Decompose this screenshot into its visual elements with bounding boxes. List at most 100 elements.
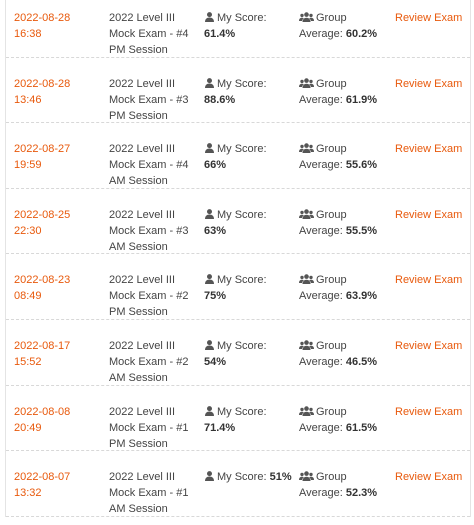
review-exam-link[interactable]: Review Exam xyxy=(395,339,463,352)
score-value-wrap: 51% xyxy=(270,471,292,483)
exam-name: 2022 Level III Mock Exam - #2 AM Session xyxy=(109,339,189,384)
exam-date: 2022-08-07 13:32 xyxy=(14,471,71,500)
average-label: Average: xyxy=(299,487,343,500)
average-value: 63.9% xyxy=(345,290,378,303)
average-value: 61.9% xyxy=(345,93,378,106)
exam-date: 2022-08-23 08:49 xyxy=(14,274,71,303)
exam-name: 2022 Level III Mock Exam - #2 PM Session xyxy=(109,274,189,319)
review-exam-link[interactable]: Review Exam xyxy=(395,274,463,287)
score-value: 66% xyxy=(204,159,227,172)
my-score: My Score: 54% xyxy=(204,338,296,370)
group-average: Group Average: 61.9% xyxy=(299,76,391,108)
average-line: Average: 55.6% xyxy=(299,157,391,173)
average-value: 55.5% xyxy=(345,224,378,237)
score-value-wrap: 71.4% xyxy=(204,420,296,436)
score-value-wrap: 61.4% xyxy=(204,26,296,42)
score-value: 63% xyxy=(204,224,227,237)
average-line: Average: 61.5% xyxy=(299,420,391,436)
exam-name: 2022 Level III Mock Exam - #1 PM Session xyxy=(109,405,189,450)
review-exam-link[interactable]: Review Exam xyxy=(395,208,463,221)
group-icon xyxy=(299,274,314,285)
review-exam-link[interactable]: Review Exam xyxy=(395,77,463,90)
exam-date: 2022-08-25 22:30 xyxy=(14,208,71,237)
user-icon xyxy=(205,77,214,88)
score-label: My Score: xyxy=(217,471,267,484)
group-label: Group xyxy=(316,471,347,484)
score-value-wrap: 63% xyxy=(204,223,296,239)
score-value-wrap: 88.6% xyxy=(204,92,296,108)
user-icon xyxy=(205,405,214,416)
group-average: Group Average: 46.5% xyxy=(299,338,391,370)
review-exam-link[interactable]: Review Exam xyxy=(395,405,463,418)
review-exam-link[interactable]: Review Exam xyxy=(395,143,463,156)
exam-row: 2022-08-23 08:49 2022 Level III Mock Exam… xyxy=(6,254,470,320)
exam-name: 2022 Level III Mock Exam - #3 AM Session xyxy=(109,208,189,253)
average-value: 46.5% xyxy=(345,355,378,368)
group-label: Group xyxy=(316,208,347,221)
group-icon xyxy=(299,143,314,154)
group-average: Group Average: 55.6% xyxy=(299,141,391,173)
my-score: My Score: 61.4% xyxy=(204,10,296,42)
score-label: My Score: xyxy=(217,12,267,24)
exam-row: 2022-08-28 13:46 2022 Level III Mock Exam… xyxy=(6,58,470,124)
user-icon xyxy=(205,274,214,285)
score-label: My Score: xyxy=(217,77,267,90)
exam-row: 2022-08-25 22:30 2022 Level III Mock Exam… xyxy=(6,189,470,255)
exam-row: 2022-08-27 19:59 2022 Level III Mock Exam… xyxy=(6,123,470,189)
score-value: 61.4% xyxy=(204,28,236,40)
review-exam-link[interactable]: Review Exam xyxy=(395,471,463,484)
average-value: 55.6% xyxy=(345,159,378,172)
user-icon xyxy=(205,340,214,350)
group-label: Group xyxy=(316,339,347,352)
score-value: 71.4% xyxy=(204,421,236,434)
average-line: Average: 61.9% xyxy=(299,92,391,108)
exam-row: 2022-08-28 16:38 2022 Level III Mock Exam… xyxy=(6,0,470,58)
score-label: My Score: xyxy=(217,143,267,156)
group-average: Group Average: 60.2% xyxy=(299,10,391,42)
average-value: 52.3% xyxy=(345,487,378,500)
group-label: Group xyxy=(316,77,347,90)
group-icon xyxy=(299,209,314,219)
score-value-wrap: 54% xyxy=(204,354,296,370)
average-label: Average: xyxy=(299,290,343,303)
average-line: Average: 63.9% xyxy=(299,288,391,304)
my-score: My Score: 63% xyxy=(204,207,296,239)
exam-date: 2022-08-27 19:59 xyxy=(14,143,71,172)
user-icon xyxy=(205,208,214,219)
group-icon xyxy=(299,405,314,416)
exam-row: 2022-08-17 15:52 2022 Level III Mock Exam… xyxy=(6,320,470,386)
review-exam-link[interactable]: Review Exam xyxy=(395,12,463,24)
user-icon xyxy=(205,471,214,482)
average-label: Average: xyxy=(299,28,343,40)
score-value-wrap: 75% xyxy=(204,288,296,304)
score-label: My Score: xyxy=(217,339,267,352)
score-value: 88.6% xyxy=(204,93,236,106)
average-label: Average: xyxy=(299,355,343,368)
my-score: My Score: 51% xyxy=(204,469,296,485)
group-label: Group xyxy=(316,143,347,156)
average-line: Average: 60.2% xyxy=(299,26,391,42)
average-value: 61.5% xyxy=(345,421,378,434)
group-icon xyxy=(299,77,314,88)
exam-name: 2022 Level III Mock Exam - #1 AM Session xyxy=(109,471,189,516)
score-value-wrap: 66% xyxy=(204,157,296,173)
average-label: Average: xyxy=(299,421,343,434)
group-label: Group xyxy=(316,274,347,287)
my-score: My Score: 71.4% xyxy=(204,404,296,436)
group-average: Group Average: 55.5% xyxy=(299,207,391,239)
average-line: Average: 55.5% xyxy=(299,223,391,239)
average-line: Average: 46.5% xyxy=(299,354,391,370)
my-score: My Score: 66% xyxy=(204,141,296,173)
score-label: My Score: xyxy=(217,274,267,287)
exam-row: 2022-08-07 13:32 2022 Level III Mock Exam… xyxy=(6,451,470,517)
exam-name: 2022 Level III Mock Exam - #3 PM Session xyxy=(109,77,189,122)
my-score: My Score: 75% xyxy=(204,272,296,304)
group-average: Group Average: 63.9% xyxy=(299,272,391,304)
exam-name: 2022 Level III Mock Exam - #4 PM Session xyxy=(109,12,189,56)
group-label: Group xyxy=(316,12,347,24)
user-icon xyxy=(205,143,214,154)
exam-list: 2022-08-28 16:38 2022 Level III Mock Exam… xyxy=(5,0,471,517)
average-line: Average: 52.3% xyxy=(299,485,391,501)
exam-name: 2022 Level III Mock Exam - #4 AM Session xyxy=(109,143,189,188)
